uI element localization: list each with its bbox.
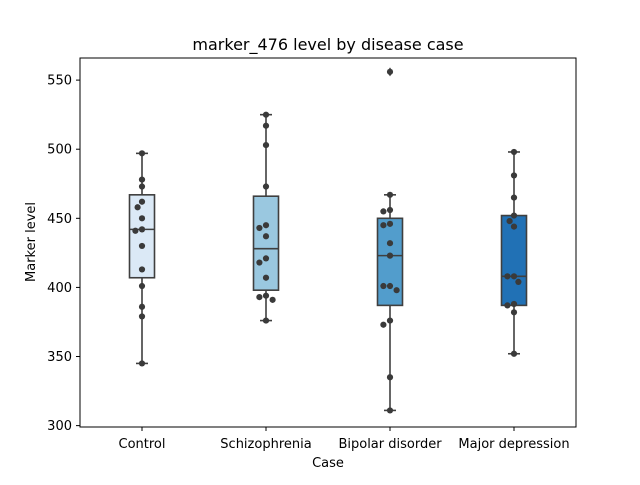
y-tick-label: 450 — [47, 212, 72, 227]
data-point — [134, 204, 141, 211]
x-tick-label: Major depression — [458, 437, 569, 452]
data-point — [138, 150, 146, 157]
y-tick-label: 350 — [47, 350, 72, 365]
data-point — [386, 68, 394, 75]
data-point — [138, 303, 146, 310]
data-point — [256, 293, 263, 301]
data-point — [138, 313, 146, 320]
data-point — [262, 141, 270, 149]
data-point — [380, 321, 387, 328]
data-point — [510, 309, 518, 316]
y-tick-label: 400 — [47, 281, 72, 296]
data-point — [386, 374, 394, 381]
data-point — [256, 224, 263, 232]
data-point — [506, 217, 513, 225]
data-point — [138, 360, 146, 367]
data-point — [386, 240, 394, 247]
y-tick-label: 550 — [47, 74, 72, 89]
data-point — [138, 266, 146, 273]
data-point — [386, 317, 394, 324]
plot-area: 300 350 400 450 500 550 Control Schizophrenia Bi… — [47, 57, 577, 452]
data-point — [138, 282, 146, 290]
data-point — [515, 278, 522, 285]
data-point — [386, 252, 394, 259]
data-point — [262, 222, 270, 229]
y-tick-label: 300 — [47, 419, 72, 434]
data-point — [386, 191, 394, 198]
data-point — [262, 122, 270, 129]
data-point — [386, 206, 394, 214]
data-point — [510, 212, 518, 219]
data-point — [380, 222, 387, 229]
data-point — [132, 227, 139, 234]
data-point — [380, 282, 387, 290]
data-point — [510, 194, 518, 201]
data-point — [262, 274, 270, 281]
data-point — [138, 242, 146, 250]
data-point — [138, 176, 146, 183]
data-point — [393, 287, 400, 294]
data-point — [262, 255, 270, 262]
data-point — [262, 233, 270, 240]
data-point — [380, 208, 387, 215]
iqr-box — [128, 194, 156, 279]
data-point — [138, 226, 146, 233]
x-tick-label: Bipolar disorder — [338, 437, 442, 452]
data-point — [510, 300, 518, 308]
y-axis-label: Marker level — [24, 202, 39, 282]
data-point — [386, 220, 394, 227]
data-point — [262, 317, 270, 324]
data-point — [138, 198, 146, 205]
data-point — [386, 282, 394, 290]
plot-frame — [79, 57, 577, 428]
data-point — [510, 223, 518, 230]
data-point — [262, 183, 270, 190]
data-point — [386, 407, 394, 414]
iqr-box — [252, 195, 280, 291]
data-point — [504, 302, 511, 309]
data-point — [510, 273, 518, 280]
chart-title: marker_476 level by disease case — [192, 35, 463, 55]
data-point — [510, 350, 518, 357]
y-tick-label: 500 — [47, 143, 72, 158]
data-point — [510, 172, 518, 179]
x-tick-label: Control — [119, 437, 166, 452]
data-point — [510, 148, 518, 156]
data-point — [269, 296, 276, 303]
x-tick-label: Schizophrenia — [220, 437, 311, 452]
x-axis-label: Case — [312, 456, 344, 471]
data-point — [256, 259, 263, 266]
data-point — [138, 183, 146, 190]
data-point — [504, 273, 511, 280]
data-point — [262, 292, 270, 299]
data-point — [262, 111, 270, 118]
data-point — [138, 215, 146, 222]
